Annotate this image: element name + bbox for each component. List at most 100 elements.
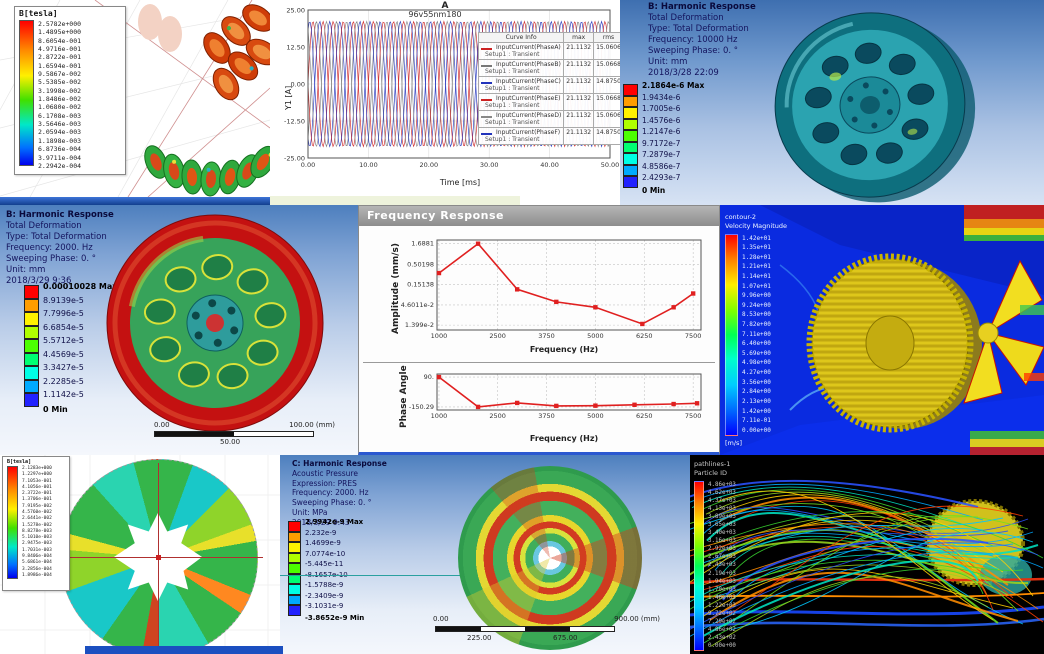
colorbar-value: 7.82e+00 (742, 321, 771, 329)
colorbar-value: 3.16e+03 (708, 538, 736, 545)
amplitude-chart: 1000 2500 3750 5000 6250 7500 1.6881 0.50198 0.1… (401, 239, 702, 340)
colorbar-row: -5.445e-11 (288, 560, 364, 574)
colorbar-value: 1.46e+03 (708, 594, 736, 601)
colorbar-value: 1.21e+01 (742, 263, 771, 271)
curve-setup: Setup1 : Transient (485, 68, 540, 75)
panel-acoustic-disk: C: Harmonic Response Acoustic Pressure Exp… (280, 455, 690, 654)
colorbar-value: 1.28e+01 (742, 253, 771, 261)
header-line: Unit: mm (6, 265, 46, 276)
header-line: C: Harmonic Response (292, 459, 387, 468)
colorbar-row: -1.5788e-9 (288, 581, 364, 595)
colorbar-values: 4.86e+03 4.62e+03 4.37e+03 4.13e+03 3.89e+03… (708, 481, 736, 651)
legend-value: 1.7031e-003 (22, 547, 52, 553)
curve-line-sample (481, 99, 492, 101)
svg-text:7500: 7500 (685, 332, 702, 340)
curve-name: InputCurrent(PhaseE) (496, 95, 561, 102)
header-line: Unit: mm (648, 57, 688, 68)
colorbar-label: 1.4699e-9 (305, 539, 341, 547)
legend-value: 2.2942e-004 (38, 161, 82, 170)
colorbar-row: 1.7005e-6 (623, 104, 704, 119)
svg-text:0.50198: 0.50198 (407, 260, 434, 268)
colorbar-label: 7.0774e-10 (305, 549, 346, 558)
legend-value: 2.0594e-003 (38, 128, 82, 137)
svg-text:1000: 1000 (431, 412, 448, 420)
colorbar-row: 7.0774e-10 (288, 549, 364, 563)
color-scale-bar (19, 20, 34, 166)
legend-value: 3.5646e-003 (38, 120, 82, 129)
colorbar-label: 1.1142e-5 (43, 390, 84, 399)
origin-marker (156, 555, 161, 560)
legend-value: 6.1708e-003 (38, 111, 82, 120)
curve-rms: 15.0668 (593, 59, 620, 77)
svg-text:1.399e-2: 1.399e-2 (405, 321, 434, 329)
colorbar-label: 2.9942e-9 Max (305, 518, 364, 526)
velocity-colorbar: contour-2 Velocity Magnitude 1.42e+01 1.35… (725, 213, 787, 447)
curve-setup: Setup1 : Transient (485, 119, 540, 126)
colorbar-label: 1.2147e-6 (642, 127, 681, 136)
svg-text:5000: 5000 (587, 332, 604, 340)
colorbar-value: 4.98e+00 (742, 359, 771, 367)
colorbar-value: 1.35e+01 (742, 244, 771, 252)
colorbar-value: 4.86e+03 (708, 481, 736, 488)
colorbar-row: 1.1142e-5 (24, 390, 117, 407)
colorbar-value: 5.69e+00 (742, 349, 771, 357)
legend-title: B[tesla] (7, 459, 32, 465)
legend-value: 6.8736e-004 (38, 145, 82, 154)
colorbar-label: 1.9434e-6 (642, 92, 681, 102)
legend-value: 7.9195e-002 (22, 503, 52, 509)
ruler-label-right: 100.00 (mm) (289, 421, 335, 429)
colorbar-swatch (24, 366, 39, 380)
curve-line-sample (481, 133, 492, 135)
svg-text:25.00: 25.00 (286, 8, 305, 15)
curve-setup: Setup1 : Transient (485, 51, 540, 58)
header-line: 2018/3/29 9:43 (292, 517, 350, 527)
plot-corner-label: A (441, 1, 449, 11)
svg-text:0.00: 0.00 (291, 81, 305, 89)
flux-legend: B[tesla] 2.1283e+000 1.2297e+000 7.1053e-0… (2, 456, 70, 591)
svg-text:30.00: 30.00 (480, 161, 499, 169)
header-line: 2018/3/28 22:09 (648, 68, 719, 79)
legend-value: 2.3722e-001 (22, 491, 52, 497)
result-header: B: Harmonic Response Total Deformation Typ… (648, 2, 756, 79)
colorbar-row: 7.2879e-7 (623, 150, 704, 165)
curve-rms: 14.8750 (593, 76, 620, 94)
legend-value: 1.4895e+000 (38, 28, 82, 37)
curve-setup: Setup1 : Transient (485, 85, 540, 92)
colorbar-value: 7.11e-01 (742, 417, 771, 425)
header-line: 2018/3/29 9:36 (6, 276, 72, 287)
legend-title: B[tesla] (19, 9, 58, 18)
colorbar-row: 2.1864e-6 Max (623, 81, 705, 96)
colorbar-row: 3.3427e-5 (24, 363, 117, 380)
curve-row: InputCurrent(PhaseD) Setup1 : Transient … (477, 110, 620, 128)
svg-text:7500: 7500 (685, 412, 702, 420)
curve-max: 21.1132 (563, 59, 595, 77)
ruler-label-left: 0.00 (433, 615, 449, 623)
colorbar-label: 9.7172e-7 (642, 138, 681, 148)
curve-row: InputCurrent(PhaseA) Setup1 : Transient … (477, 42, 620, 60)
torus-model-graphic (0, 0, 270, 198)
phase-x-label: Frequency (Hz) (529, 434, 599, 443)
result-colorbar: 0.00010028 Max 8.9139e-5 7.7996e-5 6.685… (24, 282, 117, 416)
colorbar-value: 0.00e+00 (708, 643, 736, 650)
legend-values: 2.5782e+000 1.4895e+000 8.6054e-001 4.9716e… (38, 20, 82, 170)
colorbar-label: 2.1864e-6 Max (642, 81, 705, 90)
colorbar-swatch (288, 552, 301, 563)
legend-value: 5.1010e-003 (22, 535, 52, 541)
colorbar-row: 4.4569e-5 (24, 349, 117, 366)
colorbar-label: 4.4569e-5 (43, 349, 84, 359)
curve-max: 21.1132 (563, 127, 595, 145)
colorbar-value: 6.40e+00 (742, 340, 771, 348)
colorbar-swatch (24, 352, 39, 366)
colorbar-value: 3.56e+00 (742, 378, 771, 386)
svg-text:2500: 2500 (489, 332, 506, 340)
colorbar-swatch (288, 563, 301, 574)
panel-frequency-response: Frequency Response Amplitude (mm/s) 1000… (358, 205, 720, 455)
window-titlebar[interactable]: Frequency Response (359, 206, 719, 226)
colorbar-label: 7.2879e-7 (642, 150, 681, 159)
colorbar-swatch (623, 141, 638, 153)
streamlines-graphic (690, 479, 1044, 647)
colorbar-value: 1.14e+01 (742, 272, 771, 280)
legend-value: 1.6594e-001 (38, 61, 82, 70)
result-colorbar: 2.1864e-6 Max 1.9434e-6 1.7005e-6 1.4576… (623, 81, 705, 197)
